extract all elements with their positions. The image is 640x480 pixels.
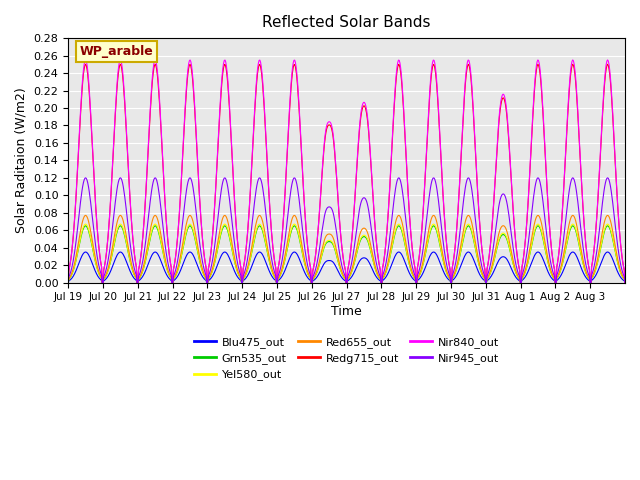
Yel580_out	[405, 258, 413, 264]
Blu475_out	[64, 280, 72, 286]
Line: Redg715_out: Redg715_out	[68, 64, 625, 283]
Red655_out	[621, 280, 629, 286]
Nir945_out	[260, 195, 268, 201]
Line: Grn535_out: Grn535_out	[68, 226, 625, 283]
Grn535_out	[260, 234, 268, 240]
Nir945_out	[282, 236, 289, 241]
Grn535_out	[436, 242, 444, 248]
Line: Red655_out: Red655_out	[68, 216, 625, 283]
Yel580_out	[131, 272, 138, 277]
Line: Yel580_out: Yel580_out	[68, 224, 625, 283]
Line: Blu475_out: Blu475_out	[68, 252, 625, 283]
Blu475_out	[621, 280, 629, 286]
X-axis label: Time: Time	[332, 305, 362, 318]
Red655_out	[82, 213, 90, 218]
Redg715_out	[131, 250, 138, 255]
Nir945_out	[131, 265, 138, 271]
Nir840_out	[233, 227, 241, 233]
Red655_out	[64, 280, 72, 286]
Red655_out	[233, 264, 241, 270]
Nir840_out	[436, 132, 444, 137]
Grn535_out	[233, 266, 241, 272]
Line: Nir945_out: Nir945_out	[68, 178, 625, 283]
Nir945_out	[621, 280, 629, 286]
Text: WP_arable: WP_arable	[79, 45, 153, 58]
Red655_out	[405, 255, 413, 261]
Redg715_out	[233, 228, 241, 234]
Grn535_out	[282, 256, 289, 262]
Nir945_out	[233, 255, 241, 261]
Yel580_out	[260, 233, 268, 239]
Red655_out	[260, 226, 268, 231]
Grn535_out	[131, 272, 138, 277]
Yel580_out	[436, 241, 444, 247]
Blu475_out	[233, 273, 241, 278]
Blu475_out	[131, 276, 138, 281]
Redg715_out	[64, 280, 72, 286]
Nir945_out	[82, 175, 90, 180]
Nir840_out	[131, 249, 138, 255]
Y-axis label: Solar Raditaion (W/m2): Solar Raditaion (W/m2)	[15, 87, 28, 233]
Yel580_out	[282, 255, 289, 261]
Blu475_out	[260, 255, 268, 261]
Redg715_out	[82, 61, 90, 67]
Nir945_out	[64, 280, 72, 286]
Redg715_out	[621, 280, 629, 286]
Red655_out	[282, 252, 289, 257]
Red655_out	[436, 235, 444, 241]
Blu475_out	[282, 267, 289, 273]
Yel580_out	[64, 280, 72, 286]
Grn535_out	[82, 223, 90, 229]
Nir945_out	[405, 241, 413, 247]
Redg715_out	[260, 104, 268, 110]
Blu475_out	[436, 259, 444, 265]
Nir840_out	[64, 280, 72, 286]
Redg715_out	[282, 188, 289, 193]
Redg715_out	[436, 134, 444, 140]
Yel580_out	[621, 280, 629, 286]
Redg715_out	[405, 200, 413, 205]
Grn535_out	[405, 259, 413, 264]
Legend: Blu475_out, Grn535_out, Yel580_out, Red655_out, Redg715_out, Nir840_out, Nir945_: Blu475_out, Grn535_out, Yel580_out, Red6…	[189, 332, 504, 385]
Yel580_out	[82, 221, 90, 227]
Grn535_out	[64, 280, 72, 286]
Grn535_out	[621, 280, 629, 286]
Yel580_out	[233, 266, 241, 272]
Nir840_out	[405, 198, 413, 204]
Blu475_out	[405, 268, 413, 274]
Blu475_out	[82, 249, 90, 255]
Nir840_out	[621, 280, 629, 286]
Line: Nir840_out: Nir840_out	[68, 60, 625, 283]
Nir840_out	[260, 101, 268, 107]
Nir840_out	[82, 57, 90, 63]
Nir840_out	[282, 186, 289, 192]
Nir945_out	[436, 210, 444, 216]
Red655_out	[131, 270, 138, 276]
Title: Reflected Solar Bands: Reflected Solar Bands	[262, 15, 431, 30]
